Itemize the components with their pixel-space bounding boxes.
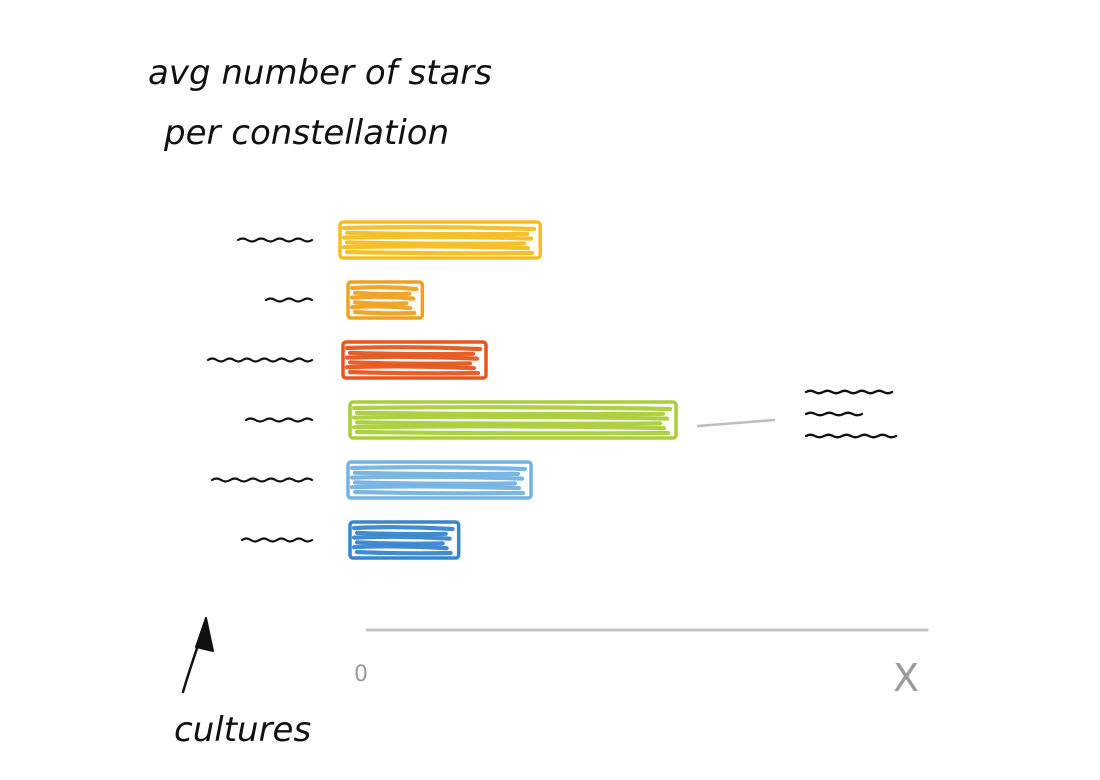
annotation-line-2 [804,433,898,439]
category-label-3 [244,417,314,423]
category-label-1 [264,297,314,303]
arrow-icon [181,617,214,694]
chart-title-line-2: per constellation [163,113,449,153]
x-tick-label-max: X [893,656,919,700]
annotation-line-0 [804,389,894,395]
bar-2 [341,340,488,380]
bar-1 [346,280,425,320]
category-label-0 [236,237,314,243]
bar-3 [348,400,678,440]
category-label-5 [240,537,314,543]
category-label-2 [206,357,314,363]
highlight-annotation [696,389,898,439]
category-labels [206,237,314,543]
x-tick-label-min: 0 [354,662,368,687]
bars-layer [338,220,678,560]
bar-0 [338,220,542,260]
bar-5 [348,520,461,560]
annotation-line-1 [804,411,864,417]
y-axis-label: cultures [174,710,311,750]
annotation-connector [696,418,776,428]
chart-title-line-1: avg number of stars [148,53,492,93]
category-label-4 [210,477,314,483]
bar-4 [346,460,533,500]
